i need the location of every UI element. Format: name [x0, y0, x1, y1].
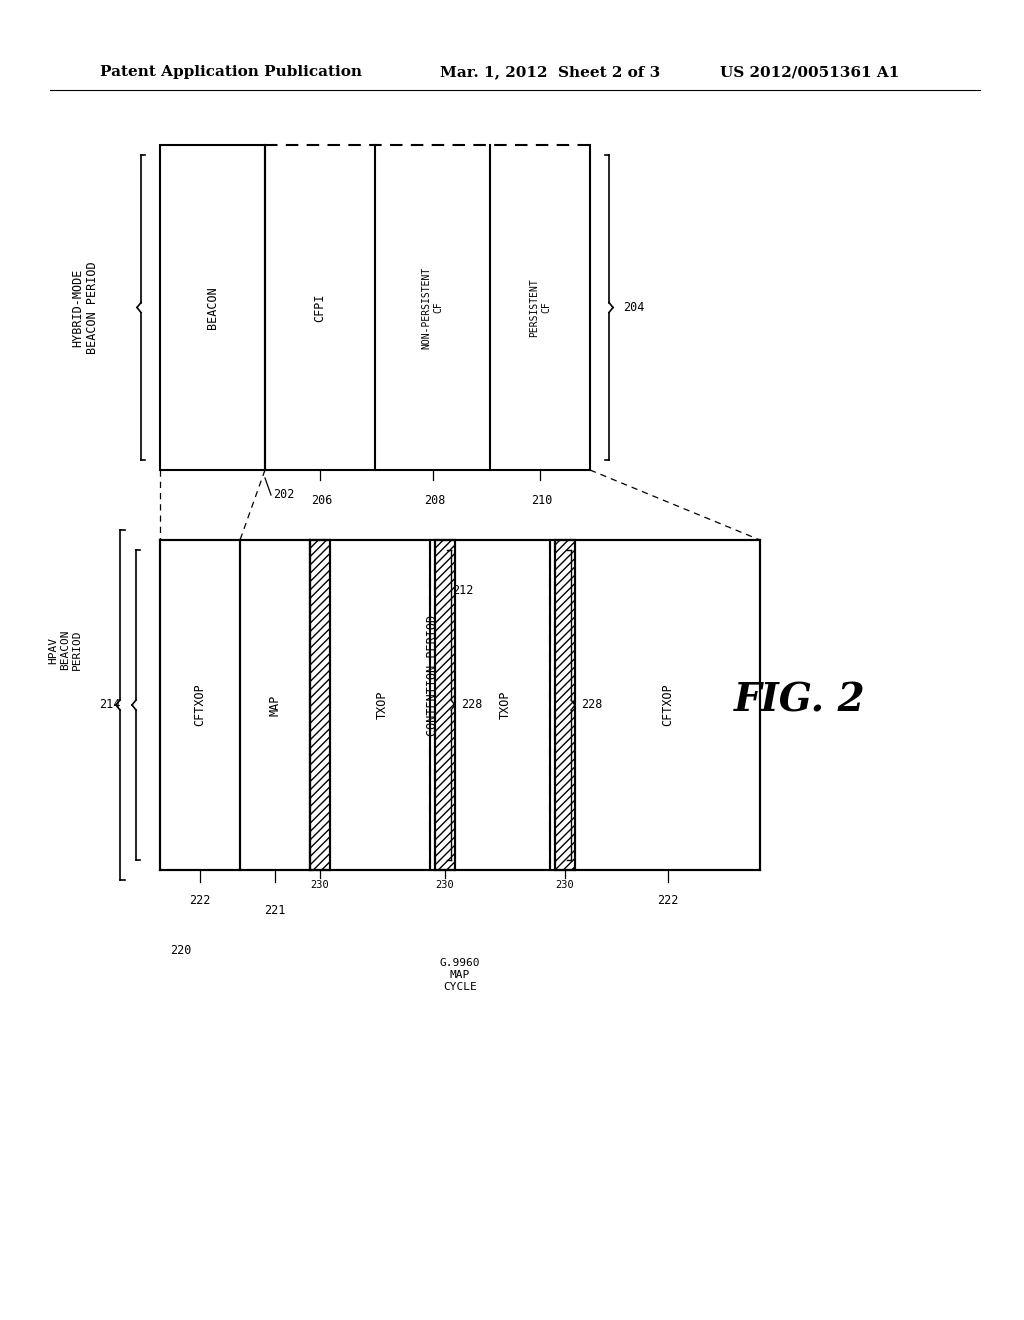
- Text: HYBRID-MODE
BEACON PERIOD: HYBRID-MODE BEACON PERIOD: [71, 261, 99, 354]
- Text: CFTXOP: CFTXOP: [194, 684, 207, 726]
- Text: Patent Application Publication: Patent Application Publication: [100, 65, 362, 79]
- Text: FIG. 2: FIG. 2: [734, 681, 866, 719]
- Text: 204: 204: [623, 301, 644, 314]
- Text: 210: 210: [531, 494, 553, 507]
- Text: G.9960
MAP
CYCLE: G.9960 MAP CYCLE: [439, 958, 480, 991]
- Text: CFPI: CFPI: [313, 293, 327, 322]
- Bar: [310, 540, 330, 870]
- Text: HPAV
BEACON
PERIOD: HPAV BEACON PERIOD: [48, 630, 82, 671]
- Text: 214: 214: [98, 698, 120, 711]
- Text: 221: 221: [264, 903, 286, 916]
- Text: 228: 228: [581, 698, 602, 711]
- Text: 202: 202: [273, 488, 294, 502]
- Text: 208: 208: [424, 494, 445, 507]
- Bar: [160, 145, 265, 470]
- Text: MAP: MAP: [268, 694, 282, 715]
- Text: 222: 222: [189, 894, 211, 907]
- Bar: [435, 540, 455, 870]
- Text: 222: 222: [656, 894, 678, 907]
- Text: 230: 230: [435, 880, 455, 890]
- Text: 230: 230: [310, 880, 330, 890]
- Text: CONTENTION PERIOD: CONTENTION PERIOD: [426, 614, 439, 735]
- Bar: [555, 540, 575, 870]
- Text: 228: 228: [461, 698, 482, 711]
- Text: TXOP: TXOP: [376, 690, 389, 719]
- Text: 206: 206: [311, 494, 333, 507]
- Text: PERSISTENT
CF: PERSISTENT CF: [528, 279, 551, 337]
- Text: BEACON: BEACON: [206, 286, 219, 329]
- Text: NON-PERSISTENT
CF: NON-PERSISTENT CF: [421, 267, 443, 348]
- Text: 220: 220: [170, 944, 191, 957]
- Text: 212: 212: [453, 583, 474, 597]
- Text: TXOP: TXOP: [499, 690, 512, 719]
- Text: CFTXOP: CFTXOP: [662, 684, 674, 726]
- Text: 230: 230: [556, 880, 574, 890]
- Text: Mar. 1, 2012  Sheet 2 of 3: Mar. 1, 2012 Sheet 2 of 3: [440, 65, 660, 79]
- Text: US 2012/0051361 A1: US 2012/0051361 A1: [720, 65, 899, 79]
